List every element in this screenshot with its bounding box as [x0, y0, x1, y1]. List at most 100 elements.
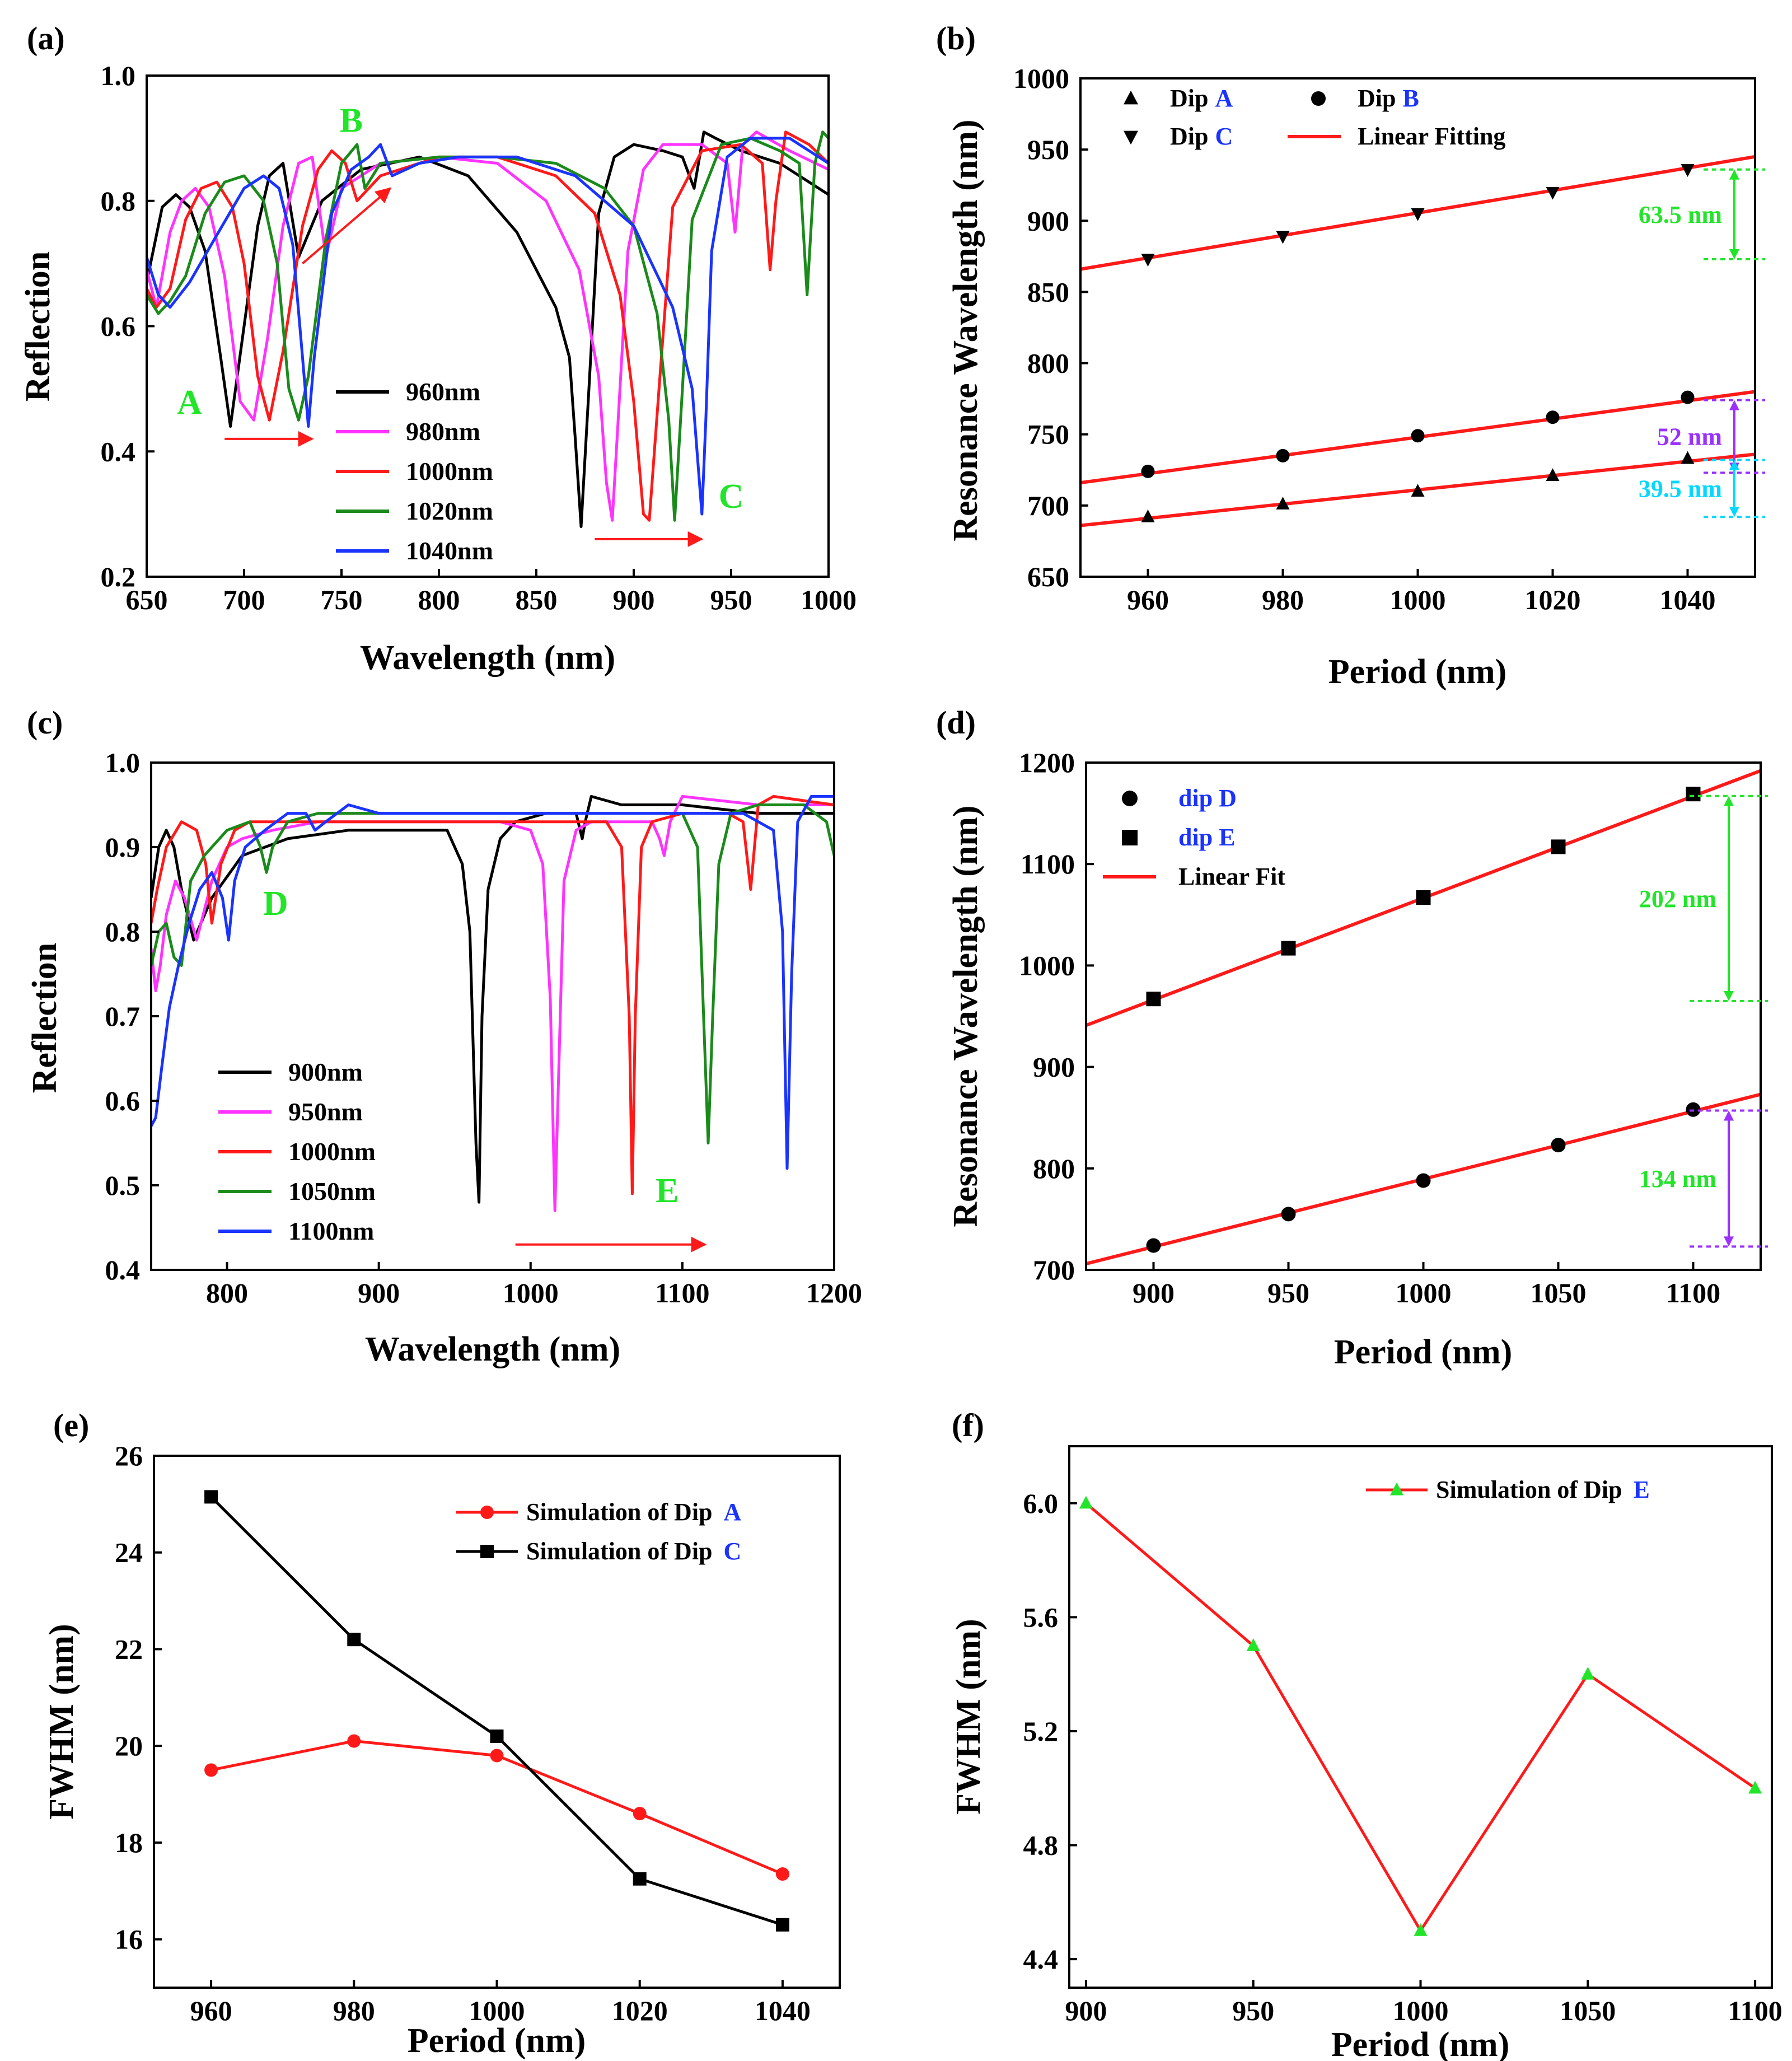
- y-tick-label: 950: [1027, 134, 1069, 165]
- data-point: [1414, 1923, 1428, 1936]
- legend-label: dip D: [1178, 784, 1237, 812]
- panel-label: (c): [27, 704, 63, 741]
- measure-label: 39.5 nm: [1639, 475, 1722, 502]
- y-tick-label: 5.2: [1023, 1716, 1059, 1747]
- data-point: [1551, 839, 1566, 854]
- legend-label-prefix: Simulation of Dip: [526, 1537, 713, 1565]
- series-line: [1085, 1502, 1756, 1933]
- legend-label-dip: C: [1215, 123, 1233, 150]
- y-axis-label: Resonance Wavelength (nm): [947, 119, 985, 541]
- x-tick-label: 960: [190, 1995, 232, 2026]
- legend-label-dip: E: [1634, 1476, 1650, 1503]
- panel-label: (e): [53, 1407, 89, 1443]
- y-tick-label: 850: [1027, 276, 1069, 307]
- legend-marker: [480, 1545, 494, 1558]
- data-point: [1146, 992, 1161, 1007]
- data-point: [1681, 390, 1695, 404]
- data-point: [347, 1734, 361, 1748]
- y-tick-label: 22: [115, 1633, 143, 1665]
- x-tick-label: 1100: [1666, 1277, 1720, 1308]
- x-tick-label: 900: [358, 1277, 400, 1308]
- y-tick-label: 0.5: [105, 1170, 141, 1201]
- y-tick-label: 1000: [1019, 950, 1075, 981]
- legend-label: Dip B: [1358, 85, 1419, 112]
- data-point: [1546, 186, 1560, 200]
- y-tick-label: 900: [1033, 1051, 1075, 1083]
- data-point: [1281, 941, 1296, 956]
- legend-marker: [1124, 130, 1138, 145]
- data-point: [1411, 208, 1425, 221]
- legend-label: 900nm: [288, 1058, 363, 1086]
- y-tick-label: 1000: [1013, 63, 1069, 94]
- x-tick-label: 800: [418, 584, 460, 615]
- data-point: [1748, 1780, 1762, 1794]
- y-tick-label: 4.4: [1023, 1943, 1059, 1975]
- series-line-980nm: [147, 130, 829, 522]
- panel-label: (b): [936, 20, 976, 57]
- x-tick-label: 1020: [1525, 584, 1581, 615]
- x-tick-label: 1050: [1560, 1995, 1616, 2026]
- data-point: [204, 1763, 218, 1777]
- data-point: [1416, 890, 1431, 905]
- measure-arrowhead-top: [1729, 400, 1739, 410]
- legend-label-prefix: Dip: [1170, 123, 1208, 150]
- y-tick-label: 6.0: [1023, 1488, 1059, 1519]
- x-tick-label: 950: [1267, 1277, 1309, 1308]
- y-tick-label: 700: [1027, 490, 1069, 521]
- panel-b: 960 980 1000 1020 1040 650 700 750 800 850 900 950 1…: [936, 20, 1765, 691]
- series-line-1000nm: [151, 795, 834, 1195]
- legend-marker: [1122, 791, 1138, 806]
- legend-label-prefix: Simulation of Dip: [1436, 1476, 1622, 1503]
- shift-arrow: [302, 187, 392, 265]
- series-lines: [151, 795, 834, 1212]
- panel-f: 900 950 1000 1050 1100 4.4 4.8 5.2 5.6 6.0 Period …: [949, 1407, 1782, 2061]
- legend-label-prefix: Simulation of Dip: [526, 1498, 713, 1526]
- data-point: [1146, 1238, 1161, 1253]
- x-tick-label: 950: [710, 584, 752, 615]
- data-point: [1141, 464, 1155, 478]
- legend-label: 1040nm: [406, 536, 493, 565]
- dip-annotation: C: [719, 478, 744, 516]
- y-tick-label: 1.0: [105, 747, 141, 778]
- y-tick-label: 0.9: [105, 831, 141, 863]
- x-axis-label: Period (nm): [1328, 653, 1507, 691]
- y-tick-label: 1200: [1019, 747, 1075, 778]
- y-tick-label: 0.4: [101, 436, 136, 467]
- data-point: [1546, 468, 1560, 482]
- y-tick-label: 650: [1027, 561, 1069, 592]
- data-point: [1281, 1207, 1296, 1222]
- x-tick-label: 1000: [801, 584, 857, 615]
- legend-label-dip: A: [1215, 85, 1233, 112]
- data-point: [1276, 231, 1290, 244]
- x-tick-label: 1050: [1531, 1277, 1587, 1308]
- y-tick-label: 4.8: [1023, 1830, 1059, 1861]
- measure-arrowhead-bottom: [1729, 507, 1739, 517]
- y-tick-label: 700: [1033, 1254, 1075, 1286]
- y-tick-label: 16: [115, 1924, 143, 1955]
- legend-label: 1000nm: [406, 457, 493, 485]
- plot-frame: [1068, 1445, 1773, 1989]
- y-tick-label: 0.2: [101, 561, 136, 592]
- legend-label: 1000nm: [288, 1137, 376, 1166]
- measure-arrowhead-top: [1729, 460, 1739, 470]
- x-tick-label: 960: [1127, 584, 1169, 615]
- panel-label: (a): [27, 20, 65, 57]
- series-line-960nm: [147, 130, 829, 528]
- series-line-1040nm: [147, 137, 829, 516]
- y-tick-label: 0.4: [105, 1254, 141, 1286]
- plot-frame: [153, 1455, 841, 1989]
- measure-arrowhead-top: [1724, 1110, 1734, 1121]
- legend-label: 960nm: [406, 377, 480, 406]
- y-axis-label: Reflection: [26, 943, 64, 1093]
- x-axis-label: Period (nm): [1334, 1333, 1513, 1371]
- legend-fit-label: Linear Fitting: [1358, 123, 1505, 150]
- data-point: [1411, 484, 1425, 497]
- data-point: [1416, 1173, 1431, 1188]
- series-line-1050nm: [151, 803, 834, 1144]
- panel-e: 960 980 1000 1020 1040 16 18 20 22 24 26 Period (nm…: [43, 1407, 841, 2060]
- measure-arrowhead-bottom: [1724, 1236, 1734, 1247]
- data-point: [633, 1807, 647, 1821]
- data-point: [490, 1729, 504, 1743]
- x-tick-label: 1000: [1393, 1995, 1449, 2026]
